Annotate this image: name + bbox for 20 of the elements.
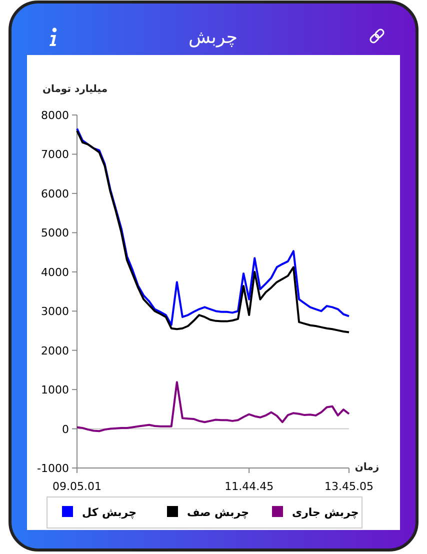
legend-label: چربش کل	[82, 506, 136, 519]
x-tick-label: 11.44.45	[224, 480, 274, 493]
x-tick-label: 13.45.05	[324, 480, 374, 493]
x-tick-label: 09.05.01	[52, 480, 102, 493]
y-tick-label: 8000	[41, 109, 69, 122]
y-tick-label: 1000	[41, 384, 69, 397]
y-tick-label: -1000	[37, 462, 69, 475]
y-tick-label: 2000	[41, 344, 69, 358]
y-tick-label: 6000	[41, 187, 69, 200]
y-axis-title: میلیارد تومان	[42, 84, 108, 95]
y-tick-label: 5000	[41, 226, 69, 240]
y-tick-label: 4000	[41, 266, 69, 279]
x-axis-title: زمان	[354, 462, 380, 473]
y-tick-label: 0	[62, 422, 69, 436]
chart-title: چربش	[188, 27, 238, 48]
y-tick-label: 3000	[41, 305, 69, 318]
line-series	[76, 381, 350, 432]
legend-label: چربش صف	[187, 506, 250, 519]
y-tick-label: 7000	[41, 148, 69, 162]
legend-label: چربش جاری	[292, 506, 359, 519]
